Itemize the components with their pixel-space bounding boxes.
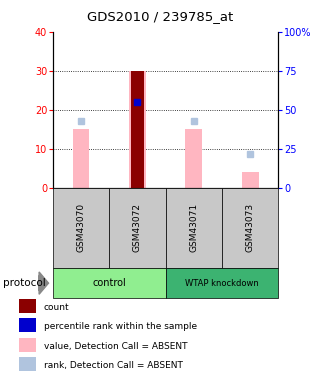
Bar — [242, 172, 259, 188]
Text: GDS2010 / 239785_at: GDS2010 / 239785_at — [87, 10, 233, 23]
Bar — [19, 299, 36, 313]
Bar — [19, 318, 36, 332]
FancyArrow shape — [38, 272, 49, 294]
Text: percentile rank within the sample: percentile rank within the sample — [44, 322, 197, 332]
Text: control: control — [92, 278, 126, 288]
Bar — [222, 188, 278, 268]
Text: count: count — [44, 303, 69, 312]
Bar — [129, 71, 146, 188]
Text: protocol: protocol — [3, 278, 46, 288]
Bar — [19, 357, 36, 371]
Bar — [185, 129, 202, 188]
Bar — [166, 268, 278, 298]
Bar — [73, 129, 90, 188]
Text: GSM43070: GSM43070 — [76, 203, 85, 252]
Text: GSM43072: GSM43072 — [133, 203, 142, 252]
Text: value, Detection Call = ABSENT: value, Detection Call = ABSENT — [44, 342, 187, 351]
Text: GSM43073: GSM43073 — [246, 203, 255, 252]
Text: GSM43071: GSM43071 — [189, 203, 198, 252]
Text: WTAP knockdown: WTAP knockdown — [185, 279, 259, 288]
Bar — [53, 268, 166, 298]
Bar — [53, 188, 109, 268]
Bar — [109, 188, 166, 268]
Bar — [131, 71, 144, 188]
Text: rank, Detection Call = ABSENT: rank, Detection Call = ABSENT — [44, 361, 182, 370]
Bar — [19, 338, 36, 351]
Bar — [166, 188, 222, 268]
